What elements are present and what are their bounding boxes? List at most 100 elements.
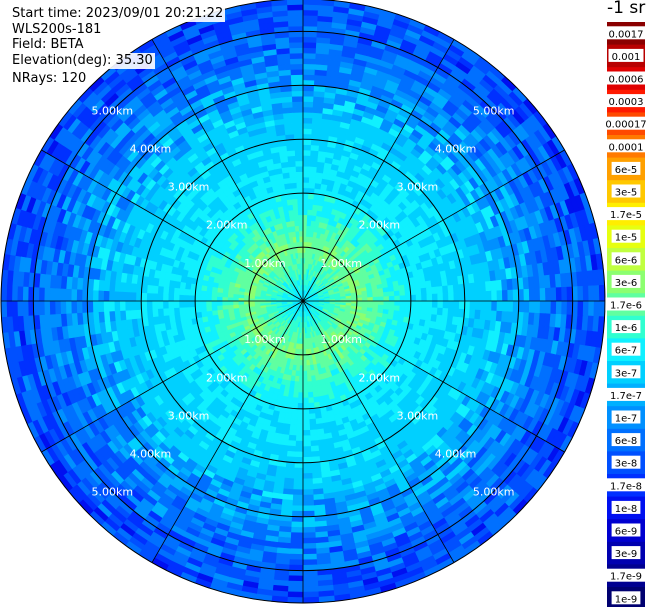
range-gate-cell <box>308 413 316 420</box>
range-gate-cell <box>302 591 319 598</box>
range-gate-cell <box>302 359 307 367</box>
range-gate-cell <box>308 402 315 410</box>
range-gate-cell <box>302 505 315 512</box>
range-gate-cell <box>598 300 606 318</box>
range-gate-cell <box>290 526 304 534</box>
range-gate-cell <box>528 300 536 314</box>
range-gate-cell <box>448 292 455 302</box>
range-gate-cell <box>475 291 482 302</box>
range-gate-cell <box>288 434 297 442</box>
range-gate-cell <box>243 300 250 305</box>
range-gate-cell <box>566 286 573 302</box>
range-gate-cell <box>442 293 449 302</box>
range-gate-cell <box>302 90 315 97</box>
range-gate-cell <box>311 128 322 136</box>
range-gate-cell <box>297 403 304 410</box>
range-gate-cell <box>512 289 520 302</box>
range-gate-cell <box>367 297 374 302</box>
range-gate-cell <box>302 435 311 442</box>
range-gate-cell <box>588 300 595 317</box>
range-gate-cell <box>468 282 476 293</box>
range-gate-cell <box>302 580 319 588</box>
range-gate-cell <box>302 413 310 420</box>
range-gate-cell <box>302 128 313 135</box>
range-gate-cell <box>206 310 213 317</box>
range-gate-cell <box>458 300 466 310</box>
range-gate-cell <box>302 9 319 16</box>
range-gate-cell <box>299 365 304 372</box>
range-gate-cell <box>292 391 299 399</box>
range-gate-cell <box>302 429 311 437</box>
range-gate-cell <box>205 305 213 312</box>
range-gate-cell <box>302 386 309 393</box>
range-gate-cell <box>310 155 319 162</box>
range-gate-cell <box>399 305 406 313</box>
range-gate-cell <box>410 300 417 308</box>
range-gate-cell <box>287 580 304 588</box>
range-gate-cell <box>200 305 207 313</box>
range-gate-cell <box>310 445 320 453</box>
range-gate-cell <box>394 300 401 307</box>
range-gate-cell <box>383 291 390 298</box>
range-gate-cell <box>302 451 312 458</box>
range-gate-cell <box>387 286 395 293</box>
range-gate-cell <box>294 456 304 464</box>
range-gate-cell <box>288 429 297 436</box>
range-gate-cell <box>447 284 455 294</box>
range-gate-cell <box>302 392 309 399</box>
range-gate-cell <box>302 478 313 485</box>
range-gate-cell <box>485 290 493 302</box>
range-gate-cell <box>302 376 308 383</box>
range-gate-cell <box>431 300 439 309</box>
range-gate-cell <box>452 284 460 294</box>
range-gate-cell <box>302 31 318 38</box>
range-gate-cell <box>291 510 304 518</box>
range-gate-cell <box>501 300 509 313</box>
range-gate-cell <box>421 300 428 308</box>
range-gate-cell <box>550 300 557 315</box>
range-gate-cell <box>305 359 311 366</box>
range-gate-cell <box>431 307 438 316</box>
range-gate-cell <box>378 296 385 302</box>
range-gate-cell <box>302 446 312 453</box>
range-gate-cell <box>302 203 309 210</box>
range-gate-cell <box>356 297 363 302</box>
range-gate-cell <box>582 300 590 317</box>
range-gate-cell <box>598 284 606 302</box>
range-gate-cell <box>310 149 320 157</box>
range-gate-cell <box>302 171 311 178</box>
range-gate-cell <box>157 308 164 317</box>
range-gate-cell <box>302 596 320 604</box>
range-gate-cell <box>415 306 422 314</box>
range-gate-cell <box>146 308 154 318</box>
range-gate-cell <box>290 532 304 539</box>
range-gate-cell <box>415 300 422 308</box>
range-gate-cell <box>523 288 530 302</box>
range-gate-cell <box>302 521 316 528</box>
range-gate-cell <box>289 548 304 555</box>
range-gate-cell <box>173 307 180 315</box>
range-gate-cell <box>296 408 304 415</box>
range-gate-cell <box>302 122 313 129</box>
range-gate-cell <box>464 291 471 302</box>
range-gate-cell <box>302 424 311 431</box>
range-gate-cell <box>302 14 319 22</box>
range-gate-cell <box>518 300 525 313</box>
range-gate-cell <box>311 466 322 474</box>
range-gate-cell <box>436 286 444 295</box>
range-gate-cell <box>448 300 455 310</box>
range-gate-cell <box>306 370 312 377</box>
range-gate-cell <box>302 365 307 372</box>
range-gate-cell <box>394 295 401 302</box>
range-gate-cell <box>561 286 568 302</box>
range-gate-cell <box>372 292 379 298</box>
range-gate-cell <box>302 403 309 410</box>
range-gate-cell <box>469 300 476 311</box>
range-gate-cell <box>310 144 320 152</box>
range-gate-cell <box>431 293 439 302</box>
range-gate-cell <box>302 68 316 76</box>
range-gate-cell <box>302 516 315 523</box>
range-gate-cell <box>302 462 313 469</box>
range-gate-cell <box>292 489 304 496</box>
range-gate-cell <box>302 74 316 81</box>
